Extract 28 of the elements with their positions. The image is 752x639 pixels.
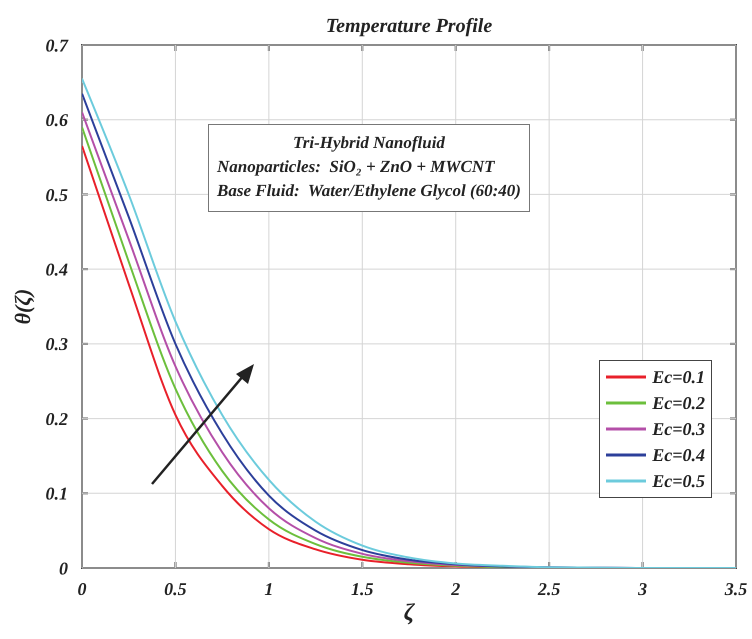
legend-label: Ec=0.3 — [652, 418, 705, 441]
y-tick-label: 0.1 — [46, 484, 68, 504]
legend-label: Ec=0.5 — [652, 470, 705, 493]
y-tick-label: 0.4 — [46, 260, 68, 280]
annotation: Base Fluid: Water/Ethylene Glycol (60:40) — [217, 180, 521, 202]
y-axis-title: θ(ζ) — [10, 288, 35, 324]
x-tick-label: 1.5 — [351, 578, 374, 599]
y-tick-label: 0.6 — [46, 110, 68, 130]
y-tick-label: 0.2 — [46, 408, 68, 429]
x-axis-title: ζ — [404, 600, 416, 626]
chart-title: Temperature Profile — [324, 14, 494, 38]
y-tick-label: 0.5 — [46, 184, 68, 205]
y-tick-label: 0.3 — [46, 334, 68, 354]
legend-label: Ec=0.4 — [652, 444, 705, 467]
legend-label: Ec=0.2 — [652, 392, 705, 415]
y-tick-label: 0.7 — [46, 35, 69, 56]
x-tick-label: 2.5 — [536, 578, 560, 599]
annotation: Nanoparticles: SiO₂ + ZnO + MWCNT — [217, 156, 496, 178]
x-tick-label: 3.5 — [724, 578, 748, 599]
text-box: Tri-Hybrid Nanofluid Nanoparticles: SiO₂ + ZnO + MWCNT Base Fluid: Water/Ethylene Glycol (60:40) — [208, 124, 530, 212]
y-tick-label: 0 — [59, 558, 68, 578]
x-tick-label: 0 — [78, 578, 86, 599]
x-tick-label: 3 — [637, 578, 648, 599]
x-tick-label: 1 — [264, 578, 274, 599]
legend-label: Ec=0.1 — [652, 366, 705, 389]
annotation: Tri-Hybrid Nanofluid — [292, 132, 446, 154]
x-tick-label: 0.5 — [164, 578, 187, 599]
x-tick-label: 2 — [450, 578, 460, 599]
